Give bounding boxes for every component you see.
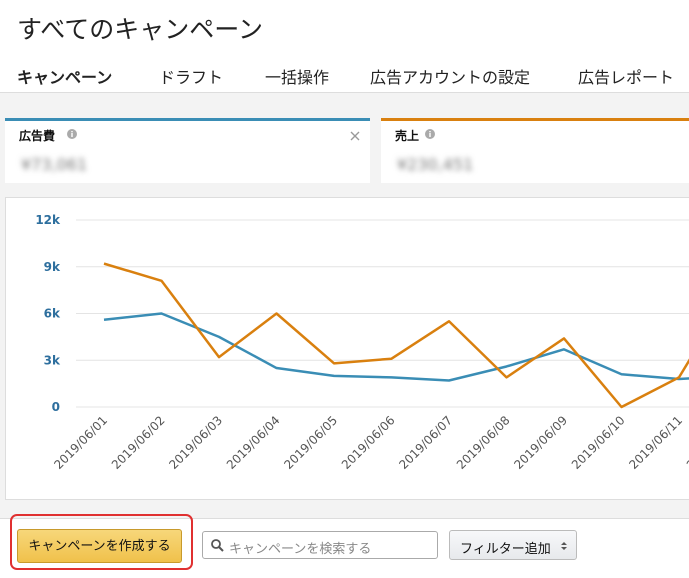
- metric-value: ¥73,061: [21, 155, 88, 174]
- x-tick-label: 2019/06/10: [569, 413, 628, 472]
- divider: [0, 92, 689, 93]
- y-tick-label: 0: [52, 400, 60, 414]
- x-tick-label: 2019/06/02: [109, 413, 168, 472]
- series-line: [103, 312, 689, 382]
- tab[interactable]: 広告レポート: [578, 68, 675, 87]
- search-input[interactable]: キャンペーンを検索する: [202, 531, 438, 559]
- x-tick-label: 2019/06/06: [339, 413, 398, 472]
- page-title: すべてのキャンペーン: [17, 15, 264, 44]
- highlight: [10, 514, 193, 570]
- metric-card[interactable]: 広告費 ¥73,061: [5, 118, 370, 183]
- x-tick-label: 2019/06/04: [224, 413, 283, 472]
- info-icon: [425, 129, 435, 139]
- metric-label: 広告費: [19, 129, 56, 143]
- sort-icon: [561, 542, 567, 550]
- chart: 0 3k 6k 9k 12k 2019/06/012019/06/022019/06/03…: [35, 213, 689, 472]
- search-icon: [211, 539, 224, 552]
- close-icon[interactable]: [350, 131, 360, 141]
- x-tick-label: 2019/06/08: [454, 413, 513, 472]
- x-tick-label: 2019/06/05: [281, 413, 340, 472]
- x-tick-label: 2019/06/03: [166, 413, 225, 472]
- create-campaign-button[interactable]: キャンペーンを作成する: [17, 529, 182, 563]
- x-tick-label: 2019/06/07: [396, 413, 455, 472]
- search-placeholder: キャンペーンを検索する: [229, 542, 372, 557]
- metric-label: 売上: [395, 129, 420, 143]
- chart-panel: 0 3k 6k 9k 12k 2019/06/01 2019/06/02 2019/06/03…: [5, 197, 689, 500]
- x-tick-label: 2019/06/01: [51, 413, 110, 472]
- series-line: [103, 262, 689, 409]
- x-tick-label: 2019/06/11: [626, 413, 685, 472]
- info-icon: [67, 129, 77, 139]
- tab[interactable]: 一括操作: [265, 68, 330, 87]
- tab[interactable]: ドラフト: [159, 68, 224, 87]
- y-tick-label: 3k: [44, 353, 61, 367]
- tab[interactable]: キャンペーン: [17, 64, 113, 94]
- filter-button[interactable]: フィルター追加: [449, 530, 577, 560]
- tab[interactable]: 広告アカウントの設定: [370, 68, 531, 87]
- metric-value: ¥230,451: [397, 155, 474, 174]
- metric-card[interactable]: 売上 ¥230,451: [381, 118, 689, 183]
- x-tick-label: 2019/06/09: [511, 413, 570, 472]
- x-tick-label: 2019/06/12: [684, 413, 689, 472]
- y-tick-label: 12k: [35, 213, 61, 227]
- y-tick-label: 9k: [44, 260, 61, 274]
- y-tick-label: 6k: [44, 307, 61, 321]
- filter-label: フィルター追加: [460, 542, 551, 557]
